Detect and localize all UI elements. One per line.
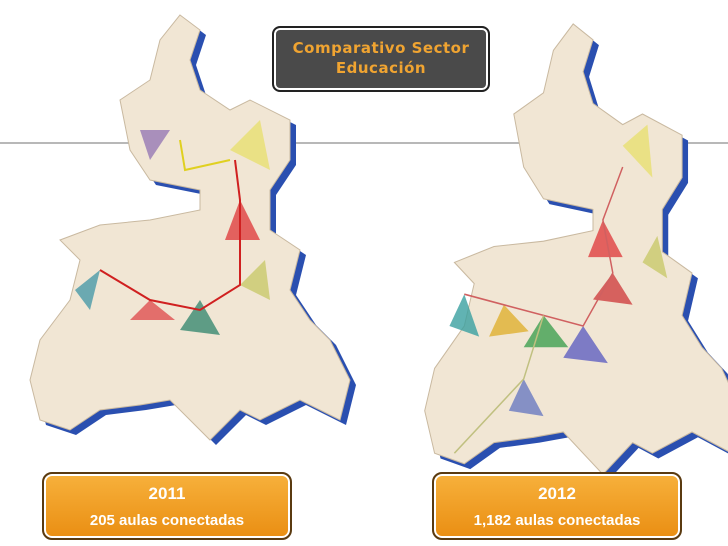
caption: 1,182 aulas conectadas: [473, 512, 641, 529]
caption: 205 aulas conectadas: [89, 512, 245, 529]
year: 2012: [538, 484, 576, 503]
map-2011: [29, 14, 356, 445]
title-line: Comparativo Sector: [292, 39, 470, 57]
title-line: Educación: [335, 59, 427, 77]
map-2012: [424, 23, 728, 480]
caption-box-2011: 2011 205 aulas conectadas: [42, 472, 292, 540]
title-box: Comparativo Sector Educación: [272, 26, 490, 92]
caption-box-2012: 2012 1,182 aulas conectadas: [432, 472, 682, 540]
year: 2011: [148, 484, 186, 503]
